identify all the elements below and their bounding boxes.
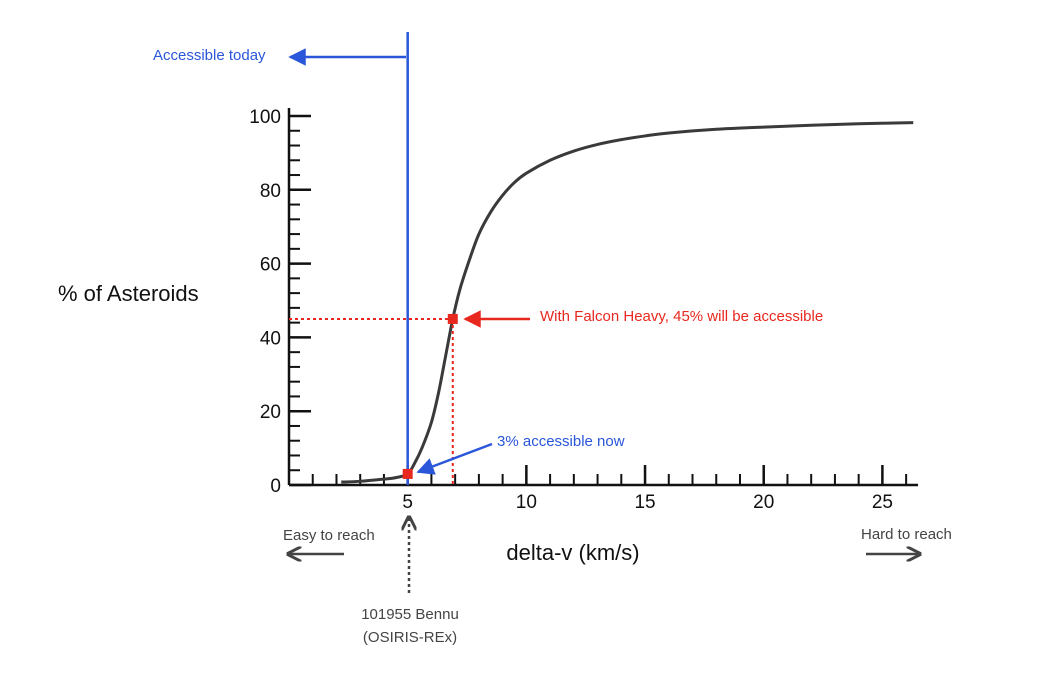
- x-tick-label: 20: [753, 492, 774, 513]
- markers-layer: [402, 313, 458, 479]
- y-axis-title: % of Asteroids: [58, 281, 199, 306]
- minor-ticks: [289, 115, 908, 486]
- reference-lines: [289, 32, 454, 485]
- series-line-0: [341, 121, 914, 484]
- annotation-bennu-name: 101955 Bennu: [361, 606, 459, 623]
- x-tick-label: 10: [516, 492, 537, 513]
- y-tick-label: 0: [270, 476, 281, 497]
- x-tick-label: 15: [634, 492, 655, 513]
- data-marker-0: [402, 468, 413, 479]
- annotation-bennu-mission: (OSIRIS-REx): [363, 629, 457, 646]
- annotation-falcon-heavy: With Falcon Heavy, 45% will be accessibl…: [540, 308, 823, 325]
- annotation-hard-to-reach: Hard to reach: [861, 526, 952, 543]
- y-tick-label: 100: [249, 107, 281, 128]
- major-ticks: 0 20 40 60 80 100 5 10 15 20 25: [249, 107, 893, 513]
- y-tick-label: 80: [260, 181, 281, 202]
- y-tick-label: 40: [260, 328, 281, 349]
- x-axis-title: delta-v (km/s): [506, 540, 639, 565]
- annotation-accessible-today: Accessible today: [153, 47, 266, 64]
- x-tick-label: 25: [872, 492, 893, 513]
- data-marker-1: [447, 313, 458, 324]
- y-tick-label: 60: [260, 255, 281, 276]
- accessible-now-arrow: [416, 442, 493, 475]
- x-tick-label: 5: [402, 492, 413, 513]
- annotation-accessible-now: 3% accessible now: [497, 433, 625, 450]
- annotation-easy-to-reach: Easy to reach: [283, 527, 375, 544]
- series-layer: [341, 121, 914, 484]
- y-tick-label: 20: [260, 402, 281, 423]
